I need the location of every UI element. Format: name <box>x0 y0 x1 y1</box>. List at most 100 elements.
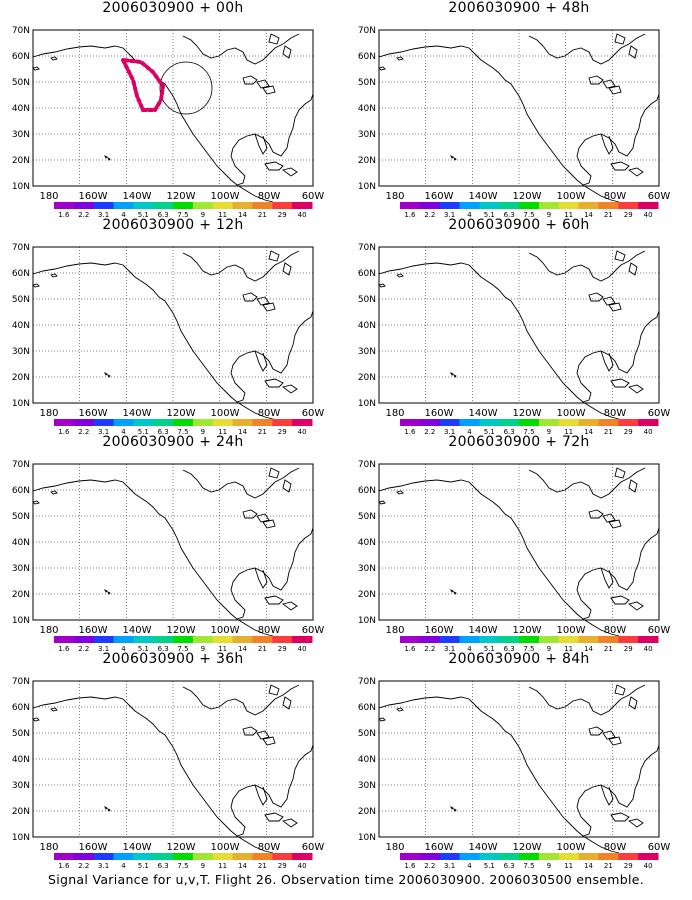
colorbar-label: 11 <box>564 862 573 870</box>
map-plot: 70N 60N 50N 40N 30N 20N 10N 180 160W 140W 120W 100W… <box>12 460 325 653</box>
coastline <box>614 250 626 262</box>
coastline <box>588 726 604 736</box>
coastline <box>106 590 111 595</box>
variance-contour <box>119 57 166 112</box>
colorbar-segment <box>173 419 194 426</box>
colorbar-label: 29 <box>624 862 633 870</box>
colorbar-segment <box>459 636 480 643</box>
colorbar-label: 2.2 <box>78 645 89 653</box>
coastline <box>614 467 626 479</box>
colorbar-segment <box>212 419 234 426</box>
coastline <box>103 154 108 159</box>
colorbar-segment <box>598 636 619 643</box>
colorbar-segment <box>232 419 253 426</box>
colorbar-label: 11 <box>218 645 227 653</box>
lon-tick-label: 120W <box>513 625 542 636</box>
colorbar-label: 21 <box>604 428 613 436</box>
lon-tick-label: 180 <box>385 842 404 853</box>
colorbar-label: 40 <box>298 211 307 219</box>
colorbar-segment <box>153 853 174 860</box>
gridlines <box>33 247 313 403</box>
coastline <box>256 296 270 306</box>
colorbar-segment <box>113 202 134 209</box>
colorbar-segment <box>212 853 234 860</box>
colorbar-segment <box>133 636 154 643</box>
lat-tick-label: 60N <box>12 486 30 496</box>
colorbar-segment <box>598 419 619 426</box>
coastline <box>262 302 276 312</box>
gridlines <box>33 30 313 186</box>
lat-tick-label: 10N <box>12 399 30 409</box>
coastline <box>282 479 292 493</box>
lon-tick-label: 120W <box>513 842 542 853</box>
lat-tick-label: 30N <box>358 347 376 357</box>
panel-title: 2006030900 + 72h <box>448 434 590 450</box>
coastline <box>396 273 404 278</box>
lat-tick-label: 30N <box>358 781 376 791</box>
colorbar-segment <box>558 419 580 426</box>
coastline <box>254 567 268 589</box>
coastline <box>50 56 58 61</box>
colorbar-segment <box>638 636 659 643</box>
coastlines <box>32 684 314 854</box>
coastline <box>600 350 614 372</box>
colorbar-segment <box>479 419 500 426</box>
coastline <box>610 595 630 605</box>
colorbar-segment <box>252 419 273 426</box>
lat-tick-label: 60N <box>358 269 376 279</box>
colorbar-segment <box>419 636 441 643</box>
coastline <box>452 156 457 161</box>
lon-tick-label: 60W <box>648 625 671 636</box>
coastline <box>281 167 298 177</box>
colorbar-segment <box>519 202 540 209</box>
colorbar-segment <box>192 853 214 860</box>
lon-tick-label: 80W <box>258 408 281 419</box>
colorbar-label: 11 <box>564 428 573 436</box>
colorbar-label: 14 <box>584 862 593 870</box>
colorbar-segment <box>558 636 580 643</box>
colorbar-label: 21 <box>258 645 267 653</box>
lat-tick-label: 20N <box>12 590 30 600</box>
colorbar-label: 11 <box>564 645 573 653</box>
map-panel-36h: 2006030900 + 36h 70N 60N 50N 40N 30N 20N 10N 18… <box>0 651 346 870</box>
colorbar-segment <box>479 202 500 209</box>
colorbar-label: 21 <box>258 211 267 219</box>
coastline <box>242 75 258 85</box>
colorbar-label: 1.6 <box>58 862 70 870</box>
lat-tick-label: 70N <box>358 243 376 253</box>
lon-tick-label: 140W <box>469 842 498 853</box>
colorbar-label: 3.1 <box>98 211 109 219</box>
colorbar-label: 7.5 <box>177 645 188 653</box>
lon-tick-label: 160W <box>79 842 108 853</box>
lat-tick-label: 40N <box>358 755 376 765</box>
coastline <box>588 292 604 302</box>
coastline <box>32 283 40 288</box>
colorbar-label: 40 <box>644 428 653 436</box>
gridlines <box>33 681 313 837</box>
colorbar-segment <box>459 202 480 209</box>
colorbar-label: 14 <box>238 645 247 653</box>
coastlines <box>32 250 314 420</box>
lat-tick-label: 20N <box>358 807 376 817</box>
lon-tick-label: 120W <box>167 842 196 853</box>
colorbar-segment <box>419 419 441 426</box>
lon-tick-label: 100W <box>211 191 240 202</box>
lon-tick-label: 160W <box>425 842 454 853</box>
lon-tick-label: 180 <box>39 842 58 853</box>
colorbar-segment <box>558 202 580 209</box>
panel-title: 2006030900 + 12h <box>102 217 244 233</box>
colorbar-label: 29 <box>624 645 633 653</box>
colorbar-segment <box>419 853 441 860</box>
lat-tick-label: 60N <box>12 269 30 279</box>
map-panel-60h: 2006030900 + 60h 70N 60N 50N 40N 30N 20N 10N 18… <box>346 217 692 436</box>
colorbar-label: 5.1 <box>138 211 149 219</box>
colorbar-segment <box>192 636 214 643</box>
colorbar-label: 4 <box>121 862 126 870</box>
lon-tick-label: 140W <box>123 191 152 202</box>
map-panel-12h: 2006030900 + 12h 70N 60N 50N 40N 30N 20N 10N 18… <box>0 217 346 436</box>
colorbar-label: 11 <box>218 862 227 870</box>
colorbar-label: 4 <box>121 428 126 436</box>
colorbar-segment <box>439 636 461 643</box>
colorbar-segment <box>578 636 599 643</box>
coastline <box>452 807 457 812</box>
